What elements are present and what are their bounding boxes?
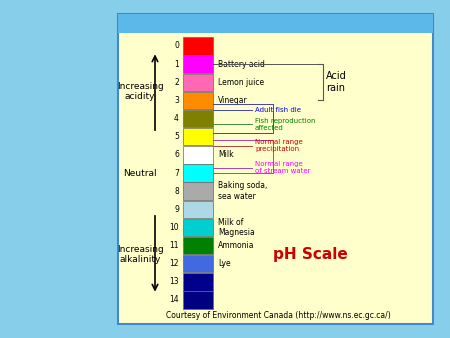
Bar	[183, 37, 213, 55]
Text: 7: 7	[174, 169, 179, 177]
Text: 6: 6	[174, 150, 179, 159]
Text: 12: 12	[170, 259, 179, 268]
Text: Normal range
precipitation: Normal range precipitation	[255, 139, 303, 152]
Text: Lemon juice: Lemon juice	[218, 78, 264, 87]
Bar	[183, 183, 213, 200]
Bar	[183, 92, 213, 109]
Text: 0: 0	[174, 42, 179, 50]
Bar	[183, 219, 213, 236]
Text: 14: 14	[169, 295, 179, 305]
Bar	[118, 14, 433, 33]
Text: Increasing
alkalinity: Increasing alkalinity	[117, 245, 163, 264]
Text: Lye: Lye	[218, 259, 230, 268]
Text: 10: 10	[169, 223, 179, 232]
Text: Increasing
acidity: Increasing acidity	[117, 82, 163, 101]
Text: Fish reproduction
affected: Fish reproduction affected	[255, 118, 315, 130]
Text: Vinegar: Vinegar	[218, 96, 248, 105]
Bar	[183, 255, 213, 272]
Text: 8: 8	[174, 187, 179, 196]
Text: pH Scale: pH Scale	[273, 247, 347, 262]
Text: Battery acid: Battery acid	[218, 59, 265, 69]
Text: 1: 1	[174, 59, 179, 69]
Bar	[183, 200, 213, 218]
Bar	[183, 146, 213, 164]
Bar	[183, 128, 213, 145]
Bar	[183, 164, 213, 182]
Text: Acid
rain: Acid rain	[326, 71, 347, 93]
Text: Adult fish die: Adult fish die	[255, 106, 301, 113]
Text: 3: 3	[174, 96, 179, 105]
Bar	[118, 14, 433, 324]
Bar	[183, 237, 213, 254]
Text: 11: 11	[170, 241, 179, 250]
Bar	[183, 55, 213, 73]
Text: 4: 4	[174, 114, 179, 123]
Bar	[183, 273, 213, 291]
Text: Neutral: Neutral	[123, 169, 157, 177]
Text: 9: 9	[174, 205, 179, 214]
Text: Milk: Milk	[218, 150, 234, 159]
Text: Normal range
of stream water: Normal range of stream water	[255, 161, 310, 174]
Text: Milk of
Magnesia: Milk of Magnesia	[218, 218, 255, 237]
Bar	[183, 291, 213, 309]
Bar	[183, 110, 213, 127]
Text: Ammonia: Ammonia	[218, 241, 255, 250]
Bar	[183, 74, 213, 91]
Text: 5: 5	[174, 132, 179, 141]
Text: Courtesy of Environment Canada (http://www.ns.ec.gc.ca/): Courtesy of Environment Canada (http://w…	[166, 312, 391, 320]
Text: 2: 2	[174, 78, 179, 87]
Text: 13: 13	[169, 277, 179, 286]
Text: Baking soda,
sea water: Baking soda, sea water	[218, 182, 267, 201]
